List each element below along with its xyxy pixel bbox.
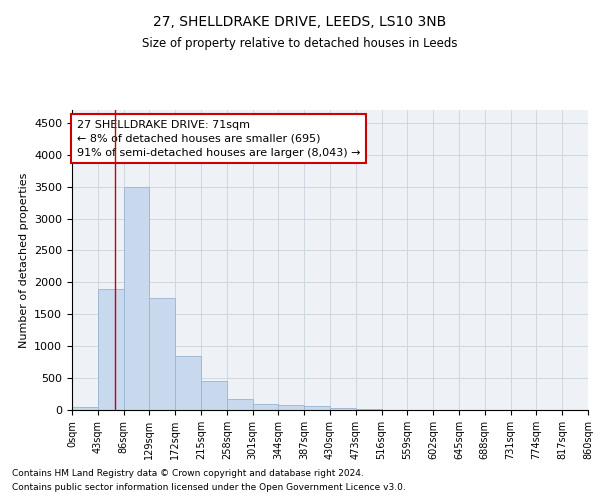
Text: Contains public sector information licensed under the Open Government Licence v3: Contains public sector information licen… (12, 484, 406, 492)
Bar (149, 298, 175, 410)
Bar (304, 406, 330, 410)
Bar (227, 399, 253, 410)
Text: 27 SHELLDRAKE DRIVE: 71sqm
← 8% of detached houses are smaller (695)
91% of semi: 27 SHELLDRAKE DRIVE: 71sqm ← 8% of detac… (77, 120, 360, 158)
Y-axis label: Number of detached properties: Number of detached properties (19, 172, 29, 348)
Bar (253, 404, 278, 410)
Bar (124, 186, 149, 410)
Bar (201, 382, 227, 410)
Bar (175, 356, 201, 410)
Text: Contains HM Land Registry data © Crown copyright and database right 2024.: Contains HM Land Registry data © Crown c… (12, 468, 364, 477)
Bar (72, 407, 98, 410)
Text: 27, SHELLDRAKE DRIVE, LEEDS, LS10 3NB: 27, SHELLDRAKE DRIVE, LEEDS, LS10 3NB (154, 15, 446, 29)
Bar (98, 288, 124, 410)
Bar (278, 405, 304, 410)
Text: Size of property relative to detached houses in Leeds: Size of property relative to detached ho… (142, 38, 458, 51)
Bar (330, 408, 356, 410)
